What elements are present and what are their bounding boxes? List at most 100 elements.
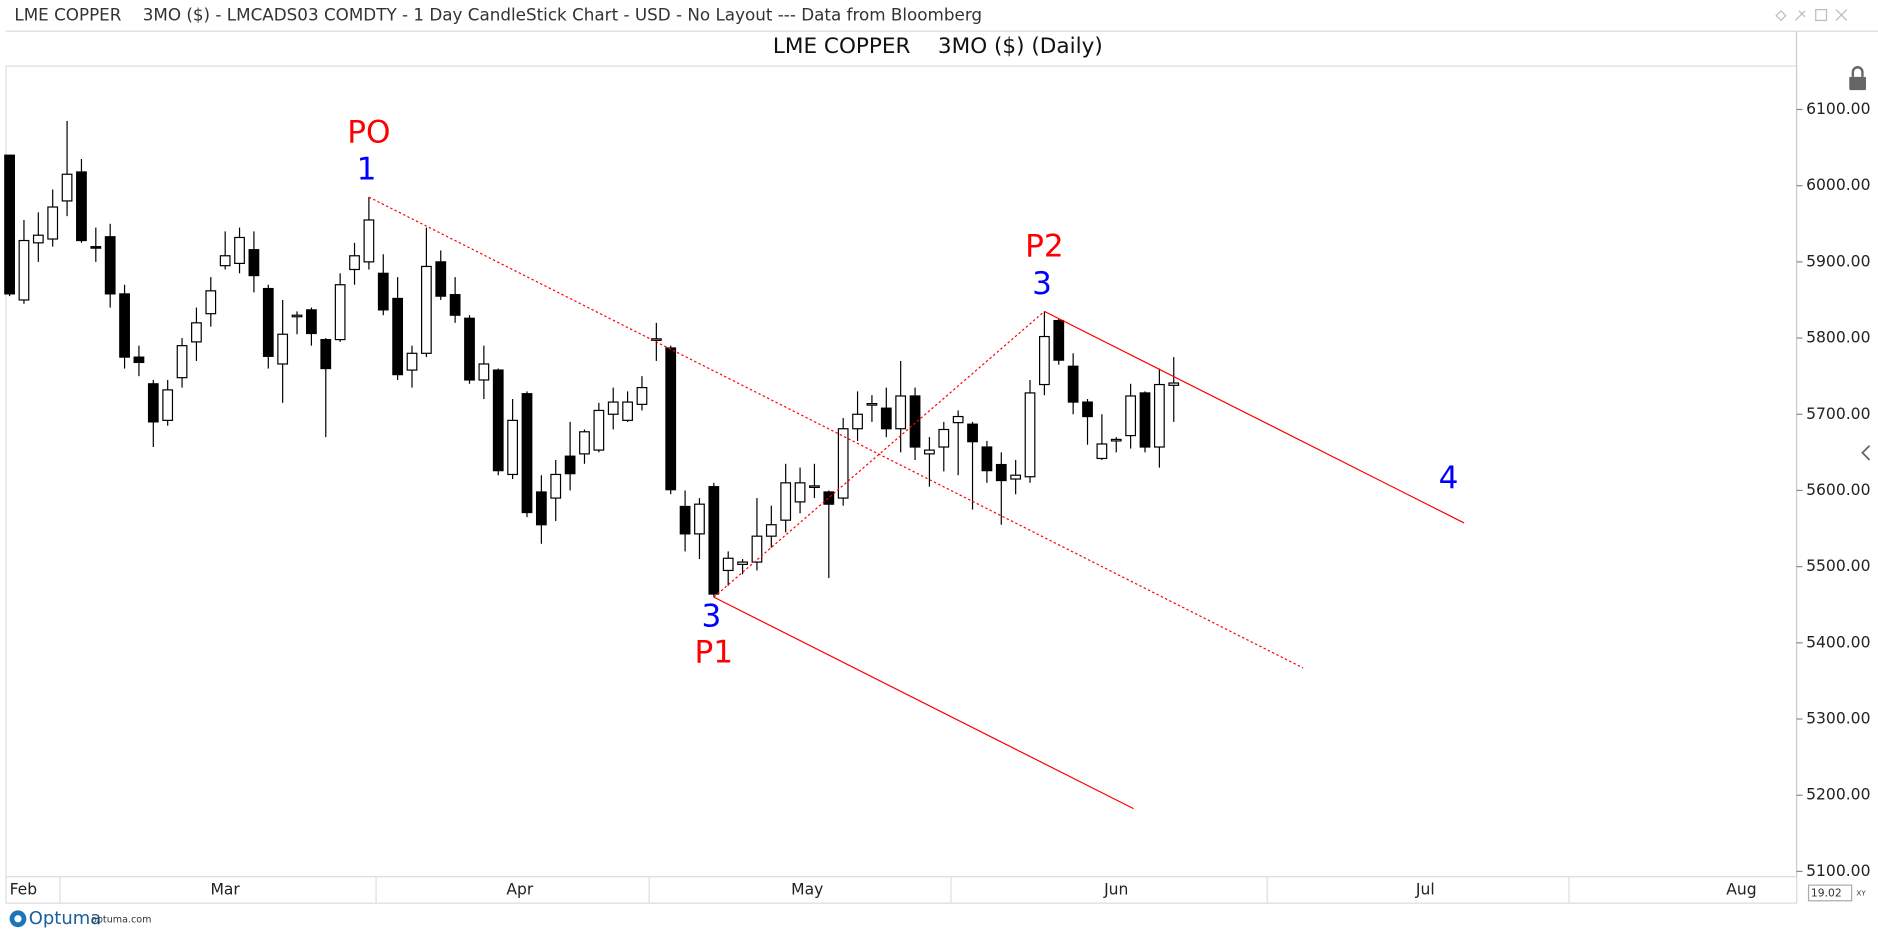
candle-body [478, 363, 490, 381]
candle-body [809, 485, 820, 489]
candle-body [205, 290, 217, 315]
pitchfork-tine [1044, 310, 1465, 524]
candle-body [320, 338, 332, 370]
pitchfork-tine [713, 596, 1134, 810]
pitchfork-median [368, 196, 1304, 669]
y-tick-label: 5800.00 [1806, 329, 1870, 347]
pivot-label: PO [347, 114, 390, 150]
y-tick-label: 5900.00 [1806, 252, 1870, 270]
candle-body [392, 297, 404, 376]
candle-body [765, 524, 777, 537]
candle-body [952, 415, 964, 424]
brand-name: Optuma [29, 908, 101, 929]
candle-body [334, 284, 346, 341]
candle-body [938, 428, 950, 448]
zoom-box[interactable] [1807, 884, 1853, 902]
candle-body [492, 369, 504, 472]
candle-body [104, 236, 116, 295]
candle-body [751, 535, 763, 563]
pitchfork-base [713, 310, 1045, 598]
candle-body [636, 386, 648, 405]
y-tick-label: 5100.00 [1806, 862, 1870, 880]
draw-icon[interactable] [1775, 9, 1787, 22]
candle-body [909, 395, 921, 448]
pin-icon[interactable] [1794, 10, 1806, 21]
y-tick-label: 5300.00 [1806, 710, 1870, 728]
candle-body [737, 561, 748, 565]
candle-body [61, 173, 73, 202]
candle-body [823, 491, 835, 505]
candle-body [722, 557, 734, 572]
x-tick-label: Mar [210, 880, 240, 898]
candle-body [1024, 392, 1036, 478]
pivot-count: 3 [1032, 266, 1052, 302]
y-tick-label: 5600.00 [1806, 481, 1870, 499]
candle-body [76, 171, 87, 242]
candle-body [349, 255, 360, 271]
candle-body [895, 395, 907, 430]
pivot-label: P2 [1025, 229, 1064, 265]
candle-body [665, 347, 677, 491]
candle-body [191, 322, 202, 343]
zoom-mode: XY [1856, 889, 1866, 898]
y-tick-label: 5200.00 [1806, 786, 1870, 804]
candle-body [133, 356, 145, 364]
y-tick-label: 5700.00 [1806, 405, 1870, 423]
candle-body [1082, 401, 1093, 418]
candle-body [1153, 383, 1165, 448]
candle-body [435, 261, 447, 297]
zoom-value: 19.02 [1811, 887, 1842, 900]
x-tick-label: Apr [506, 880, 534, 898]
candle-body [981, 446, 993, 472]
candle-body [4, 154, 15, 295]
candle-body [420, 265, 432, 354]
candle-body [521, 393, 533, 514]
y-tick-label: 5500.00 [1806, 557, 1870, 575]
candle-body [363, 219, 375, 263]
lock-icon[interactable] [1849, 66, 1867, 91]
y-tick-label: 6100.00 [1806, 100, 1870, 118]
candle-body [90, 246, 102, 249]
collapse-arrow[interactable] [1861, 444, 1871, 461]
candle-body [176, 345, 188, 379]
candle-body [406, 352, 418, 371]
candle-body [967, 423, 978, 443]
pivot-count: 1 [357, 152, 377, 188]
candle-body [277, 333, 289, 365]
candle-body [535, 491, 547, 526]
candle-body [679, 505, 691, 535]
candle-body [564, 455, 576, 475]
candle-body [32, 234, 44, 244]
candle-body [1010, 474, 1022, 480]
header-text: LME COPPER 3MO ($) - LMCADS03 COMDTY - 1… [14, 5, 982, 25]
candle-body [306, 309, 317, 335]
y-tick-label: 6000.00 [1806, 176, 1870, 194]
candle-body [794, 482, 806, 503]
chart-title: LME COPPER 3MO ($) (Daily) [773, 34, 1103, 59]
candle-body [1053, 319, 1065, 361]
close-icon[interactable] [1835, 9, 1848, 21]
candle-body [1096, 443, 1108, 460]
candle-body [924, 449, 935, 455]
candle-body [248, 249, 260, 277]
candle-body [593, 409, 605, 451]
x-tick-label: Feb [10, 880, 38, 898]
y-tick-label: 5400.00 [1806, 633, 1870, 651]
candle-body [234, 236, 245, 264]
brand-url: optuma.com [91, 914, 151, 925]
candle-body [464, 317, 475, 381]
candle-body [550, 473, 562, 499]
x-axis-bar [5, 876, 1798, 904]
x-tick-label: Jul [1415, 880, 1435, 898]
candle-body [607, 401, 619, 415]
candle-body [837, 428, 849, 499]
candle-body [377, 272, 389, 311]
candle-body [147, 383, 159, 423]
candle-body [708, 486, 720, 595]
restore-icon[interactable] [1815, 9, 1828, 22]
candle-body [291, 314, 303, 318]
logo-mark-inner [14, 915, 22, 923]
